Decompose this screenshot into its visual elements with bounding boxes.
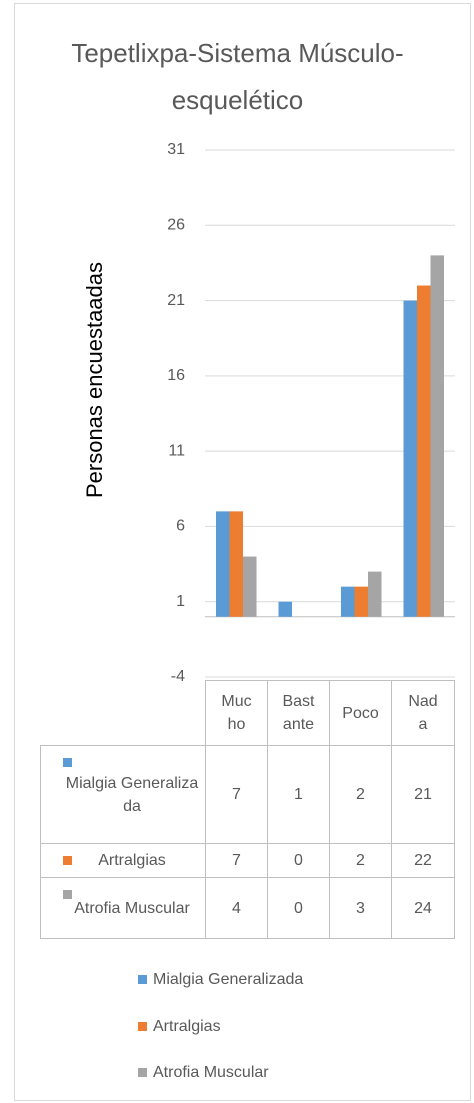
- table-series-cell: Atrofia Muscular: [40, 877, 206, 939]
- bar: [229, 511, 243, 617]
- y-tick-label: 6: [176, 518, 185, 535]
- y-tick-label: 1: [176, 593, 185, 610]
- table-category: Mucho: [205, 680, 268, 746]
- legend-entry: Atrofia Muscular: [138, 1061, 303, 1103]
- chart-title: Tepetlixpa-Sistema Músculo-esquelético: [71, 38, 404, 115]
- bar: [403, 300, 417, 617]
- table-value: 24: [391, 877, 455, 939]
- table-value: 7: [205, 745, 268, 844]
- table-row: Atrofia Muscular 4 0 3 24: [40, 877, 455, 939]
- table-category: Nada: [391, 680, 455, 746]
- data-table: Mucho Bastante Poco Nada Mialgia Generalizad…: [40, 680, 455, 939]
- table-series-name: Mialgia Generalizada: [65, 774, 199, 815]
- y-tick-label: 21: [167, 292, 185, 309]
- table-row: Mialgia Generalizada 7 1 2 21: [40, 745, 455, 844]
- table-series-name: Atrofia Muscular: [74, 899, 190, 917]
- table-value: 0: [267, 843, 330, 878]
- table-corner: [41, 681, 206, 746]
- table-value: 2: [329, 843, 392, 878]
- bar: [417, 285, 431, 617]
- legend-entry: Artralgias: [138, 1015, 303, 1062]
- y-tick-label: 26: [167, 217, 185, 234]
- legend-entry: Mialgia Generalizada: [138, 968, 303, 1015]
- bar: [430, 255, 444, 617]
- y-tick-label: 11: [168, 442, 185, 459]
- table-row: Artralgias 7 0 2 22: [40, 843, 455, 878]
- bar: [354, 586, 368, 617]
- table-category: Bastante: [267, 680, 330, 746]
- bar: [216, 511, 230, 617]
- table-value: 3: [329, 877, 392, 939]
- legend-label: Mialgia Generalizada: [153, 971, 304, 988]
- bar: [368, 571, 382, 617]
- legend-key: [138, 975, 147, 984]
- table-value: 7: [205, 843, 268, 878]
- chart-frame: [14, 3, 471, 1101]
- legend-label: Artralgias: [153, 1017, 221, 1035]
- table-value: 2: [329, 745, 392, 844]
- table-series-name: Artralgias: [98, 852, 166, 869]
- bar: [341, 586, 355, 617]
- table-value: 21: [391, 745, 455, 844]
- legend-key: [63, 758, 72, 767]
- table-series-cell: Artralgias: [40, 843, 206, 878]
- legend: Mialgia Generalizada Artralgias Atrofia Mu…: [138, 968, 303, 1103]
- legend-label: Atrofia Muscular: [153, 1064, 269, 1081]
- table-value: 22: [391, 843, 455, 878]
- table-series-cell: Mialgia Generalizada: [40, 745, 206, 844]
- legend-key: [138, 1021, 147, 1031]
- table-header-row: Mucho Bastante Poco Nada: [41, 680, 455, 746]
- table-value: 4: [205, 877, 268, 939]
- legend-key: [138, 1068, 147, 1077]
- bar: [243, 556, 257, 617]
- legend-key: [63, 890, 72, 899]
- y-tick-label: -4: [171, 668, 185, 685]
- y-axis-label: Personas encuestaadas: [82, 261, 107, 499]
- y-tick-label: 31: [167, 141, 185, 158]
- legend-key: [63, 856, 72, 865]
- bar: [278, 601, 292, 617]
- table-value: 0: [267, 877, 330, 939]
- y-tick-label: 16: [167, 367, 185, 384]
- table-value: 1: [267, 745, 330, 844]
- table-category: Poco: [329, 680, 392, 746]
